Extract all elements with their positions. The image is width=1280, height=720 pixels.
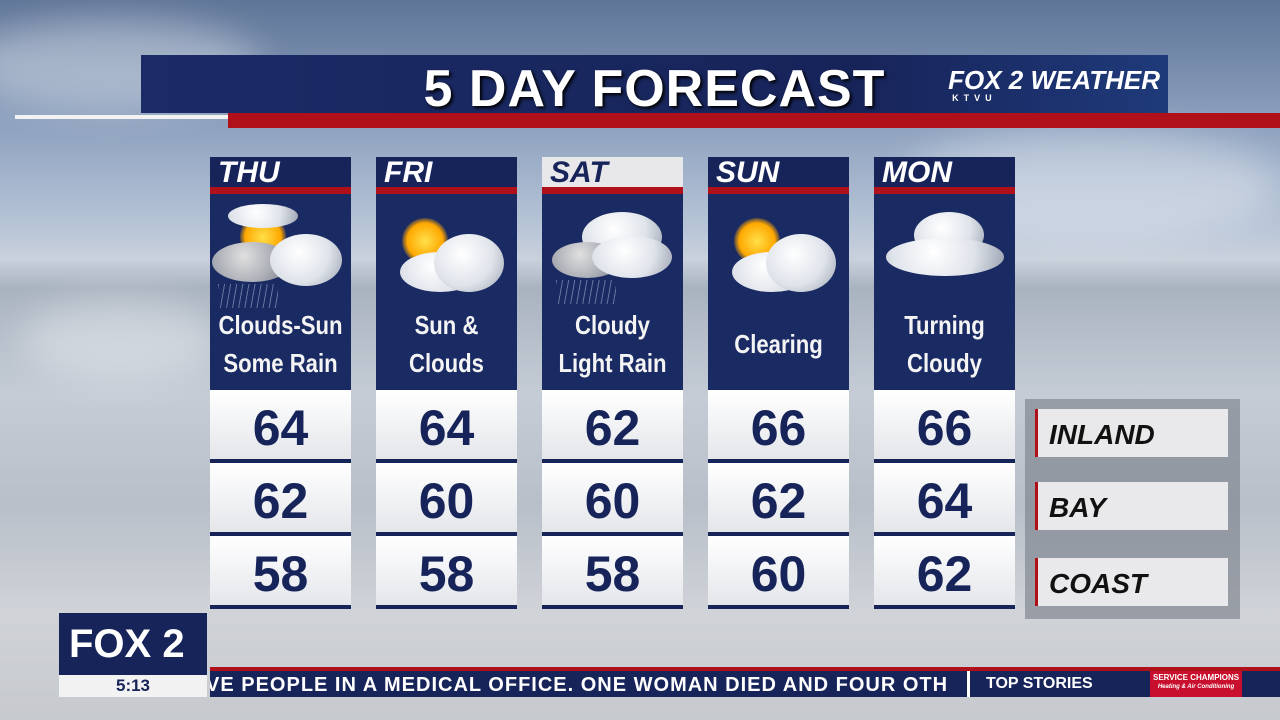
coast-temp: 58 xyxy=(376,536,517,609)
day-underline xyxy=(542,187,683,194)
day-underline xyxy=(376,187,517,194)
condition-text: Clouds-Sun Some Rain xyxy=(218,310,343,378)
condition-text: Sun & Clouds xyxy=(409,310,484,378)
legend-inland: INLAND xyxy=(1035,409,1228,457)
bay-temp: 62 xyxy=(210,463,351,536)
red-accent-bar xyxy=(228,113,1280,128)
day-label: MON xyxy=(874,157,1015,189)
bay-temp: 60 xyxy=(542,463,683,536)
day-label: SAT xyxy=(542,157,683,189)
day-label: SUN xyxy=(708,157,849,189)
condition-panel: Turning Cloudy xyxy=(874,194,1015,390)
page-title: 5 DAY FORECAST xyxy=(423,60,886,118)
ticker-accent xyxy=(210,667,1280,671)
bay-temp: 62 xyxy=(708,463,849,536)
day-label: FRI xyxy=(376,157,517,189)
inland-temp: 64 xyxy=(210,390,351,463)
condition-panel: Cloudy Light Rain xyxy=(542,194,683,390)
day-column-fri: FRI Sun & Clouds 64 60 58 xyxy=(376,157,517,609)
condition-panel: Clouds-Sun Some Rain xyxy=(210,194,351,390)
ticker-text: VE PEOPLE IN A MEDICAL OFFICE. ONE WOMAN… xyxy=(210,674,949,696)
news-ticker: VE PEOPLE IN A MEDICAL OFFICE. ONE WOMAN… xyxy=(210,671,1280,697)
region-legend: INLAND BAY COAST xyxy=(1025,399,1240,619)
bay-temp: 64 xyxy=(874,463,1015,536)
bay-temp: 60 xyxy=(376,463,517,536)
inland-temp: 64 xyxy=(376,390,517,463)
condition-text: Cloudy Light Rain xyxy=(558,310,667,378)
sun-clouds-icon xyxy=(708,194,849,304)
coast-temp: 60 xyxy=(708,536,849,609)
clock: 5:13 xyxy=(59,675,207,697)
inland-temp: 62 xyxy=(542,390,683,463)
inland-temp: 66 xyxy=(874,390,1015,463)
sun-clouds-icon xyxy=(376,194,517,304)
day-underline xyxy=(210,187,351,194)
condition-panel: Sun & Clouds xyxy=(376,194,517,390)
legend-bay: BAY xyxy=(1035,482,1228,530)
day-underline xyxy=(708,187,849,194)
clouds-sun-rain-icon xyxy=(210,194,351,308)
cloudy-icon xyxy=(874,194,1015,304)
condition-text: Clearing xyxy=(734,329,823,359)
day-column-sun: SUN Clearing 66 62 60 xyxy=(708,157,849,609)
divider xyxy=(15,115,228,119)
cloudy-rain-icon xyxy=(542,194,683,304)
fox2-weather-logo: FOX 2 WEATHER KTVU xyxy=(948,65,1160,103)
day-underline xyxy=(874,187,1015,194)
ticker-separator xyxy=(967,671,970,697)
title-bar: 5 DAY FORECAST FOX 2 WEATHER KTVU xyxy=(141,55,1168,118)
legend-coast: COAST xyxy=(1035,558,1228,606)
condition-panel: Clearing xyxy=(708,194,849,390)
inland-temp: 66 xyxy=(708,390,849,463)
coast-temp: 58 xyxy=(542,536,683,609)
day-column-sat: SAT Cloudy Light Rain 62 60 58 xyxy=(542,157,683,609)
day-label: THU xyxy=(210,157,351,189)
ticker-section: TOP STORIES xyxy=(986,675,1093,692)
condition-text: Turning Cloudy xyxy=(904,310,985,378)
sponsor-logo: SERVICE CHAMPIONS Heating & Air Condition… xyxy=(1150,671,1243,697)
coast-temp: 58 xyxy=(210,536,351,609)
fox2-logo: FOX 2 xyxy=(59,613,207,675)
coast-temp: 62 xyxy=(874,536,1015,609)
day-column-thu: THU Clouds-Sun Some Rain 64 62 58 xyxy=(210,157,351,609)
day-column-mon: MON Turning Cloudy 66 64 62 xyxy=(874,157,1015,609)
